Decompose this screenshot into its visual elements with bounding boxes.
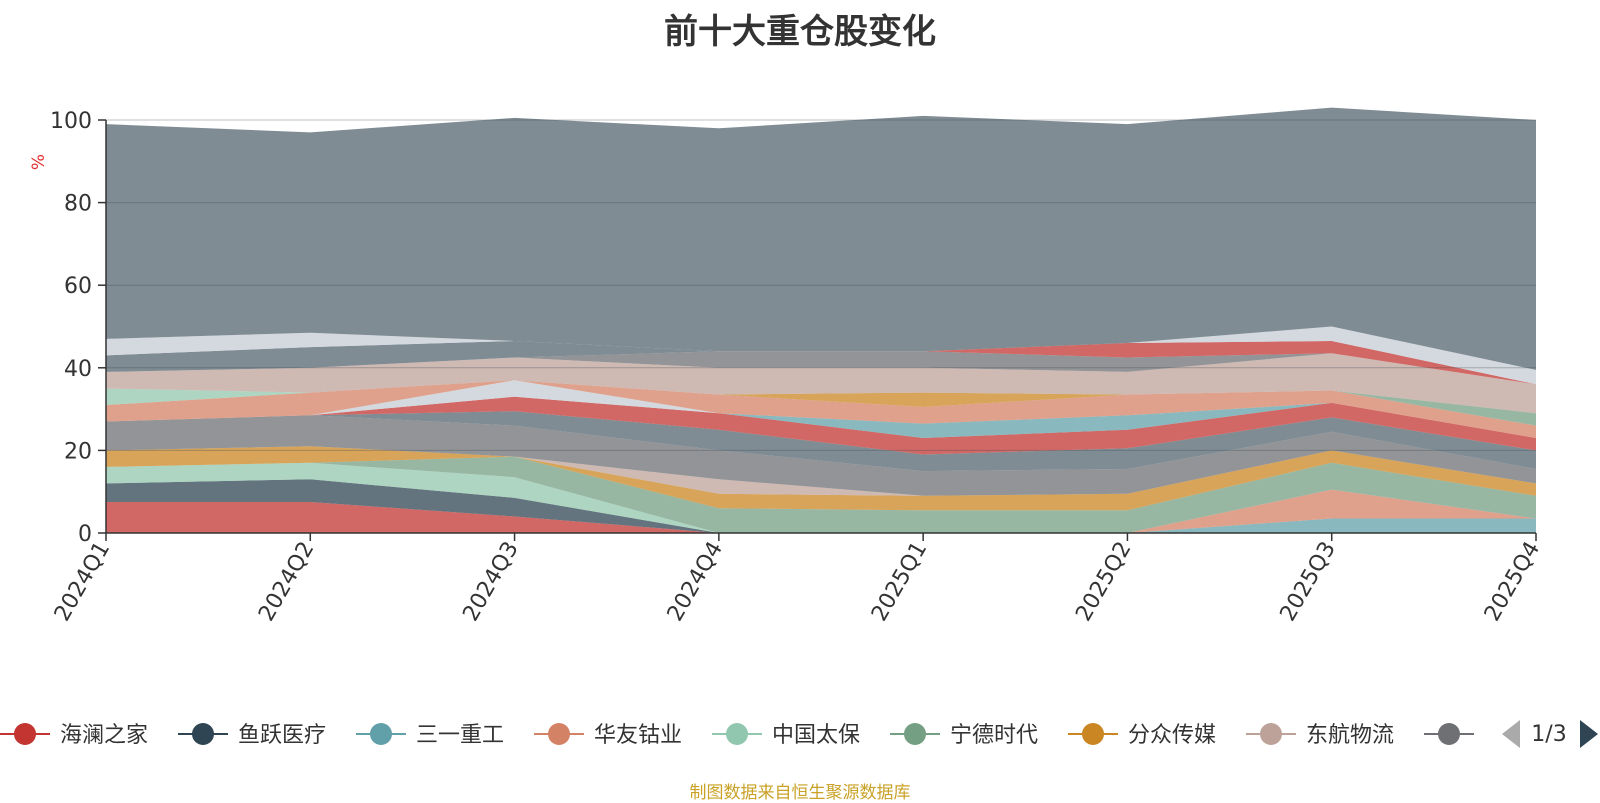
legend-marker-5 — [726, 723, 748, 745]
legend-label-5: 中国太保 — [772, 723, 860, 748]
legend-item-6[interactable]: 宁德时代 — [890, 723, 1038, 748]
area-series-16[interactable] — [106, 380, 1536, 414]
y-tick-label-2: 40 — [64, 357, 92, 382]
x-tick-label-2: 2024Q3 — [458, 538, 523, 626]
area-series-14[interactable] — [106, 380, 1536, 438]
area-series-13[interactable] — [106, 380, 1536, 438]
area-series-18[interactable] — [106, 353, 1536, 414]
legend-item-7[interactable]: 分众传媒 — [1068, 723, 1216, 748]
area-series-5[interactable] — [106, 462, 1536, 533]
area-series-23[interactable] — [106, 107, 1536, 370]
y-tick-label-5: 100 — [50, 109, 92, 134]
legend-label-3: 三一重工 — [416, 723, 504, 748]
chart-title: 前十大重仓股变化 — [664, 12, 936, 52]
x-tick-label-6: 2025Q3 — [1276, 538, 1341, 626]
area-series-19[interactable] — [106, 351, 1536, 385]
area-series-1[interactable] — [106, 502, 1536, 533]
legend-item-9[interactable]: 亻 — [1424, 723, 1506, 748]
legend-marker-4 — [548, 723, 570, 745]
legend-label-4: 华友钴业 — [594, 723, 682, 748]
x-tick-label-0: 2024Q1 — [50, 538, 115, 626]
legend-label-7: 分众传媒 — [1128, 723, 1216, 748]
legend-marker-3 — [370, 723, 392, 745]
legend-marker-9 — [1438, 723, 1460, 745]
y-tick-label-4: 80 — [64, 192, 92, 217]
legend-marker-6 — [904, 723, 926, 745]
legend-label-2: 鱼跃医疗 — [238, 723, 326, 748]
x-tick-label-1: 2024Q2 — [254, 538, 319, 626]
legend-marker-7 — [1082, 723, 1104, 745]
legend-item-4[interactable]: 华友钴业 — [534, 723, 682, 748]
legend-next-arrow-icon[interactable] — [1580, 720, 1598, 748]
source-note: 制图数据来自恒生聚源数据库 — [689, 783, 911, 803]
area-series-3[interactable] — [106, 479, 1536, 533]
y-tick-label-1: 20 — [64, 439, 92, 464]
legend-page-indicator: 1/3 — [1531, 722, 1566, 747]
area-series-12[interactable] — [106, 380, 1536, 438]
x-tick-label-7: 2025Q4 — [1480, 538, 1545, 626]
area-series-2[interactable] — [106, 479, 1536, 533]
legend-prev-arrow-icon[interactable] — [1502, 720, 1520, 748]
area-series-20[interactable] — [106, 341, 1536, 385]
y-axis-unit: % — [29, 154, 49, 170]
y-tick-label-3: 60 — [64, 274, 92, 299]
legend-label-1: 海澜之家 — [60, 723, 148, 748]
x-tick-label-3: 2024Q4 — [663, 538, 728, 626]
area-series-9[interactable] — [106, 415, 1536, 496]
x-tick-label-5: 2025Q2 — [1071, 538, 1136, 626]
legend-item-8[interactable]: 东航物流 — [1246, 723, 1394, 748]
legend-label-9: 亻 — [1484, 723, 1506, 748]
legend-item-2[interactable]: 鱼跃医疗 — [178, 723, 326, 748]
legend-label-6: 宁德时代 — [950, 723, 1038, 748]
area-series-7[interactable] — [106, 446, 1536, 511]
legend-marker-1 — [14, 723, 36, 745]
legend-marker-2 — [192, 723, 214, 745]
legend-item-3[interactable]: 三一重工 — [356, 723, 504, 748]
legend-item-1[interactable]: 海澜之家 — [0, 723, 148, 748]
area-series-10[interactable] — [106, 411, 1536, 472]
legend-marker-8 — [1260, 723, 1282, 745]
area-series-21[interactable] — [106, 341, 1536, 385]
area-series-22[interactable] — [106, 326, 1536, 385]
y-tick-label-0: 0 — [78, 522, 92, 547]
area-series-6[interactable] — [106, 456, 1536, 533]
x-tick-label-4: 2025Q1 — [867, 538, 932, 626]
legend-label-8: 东航物流 — [1306, 723, 1394, 748]
legend-item-5[interactable]: 中国太保 — [712, 723, 860, 748]
